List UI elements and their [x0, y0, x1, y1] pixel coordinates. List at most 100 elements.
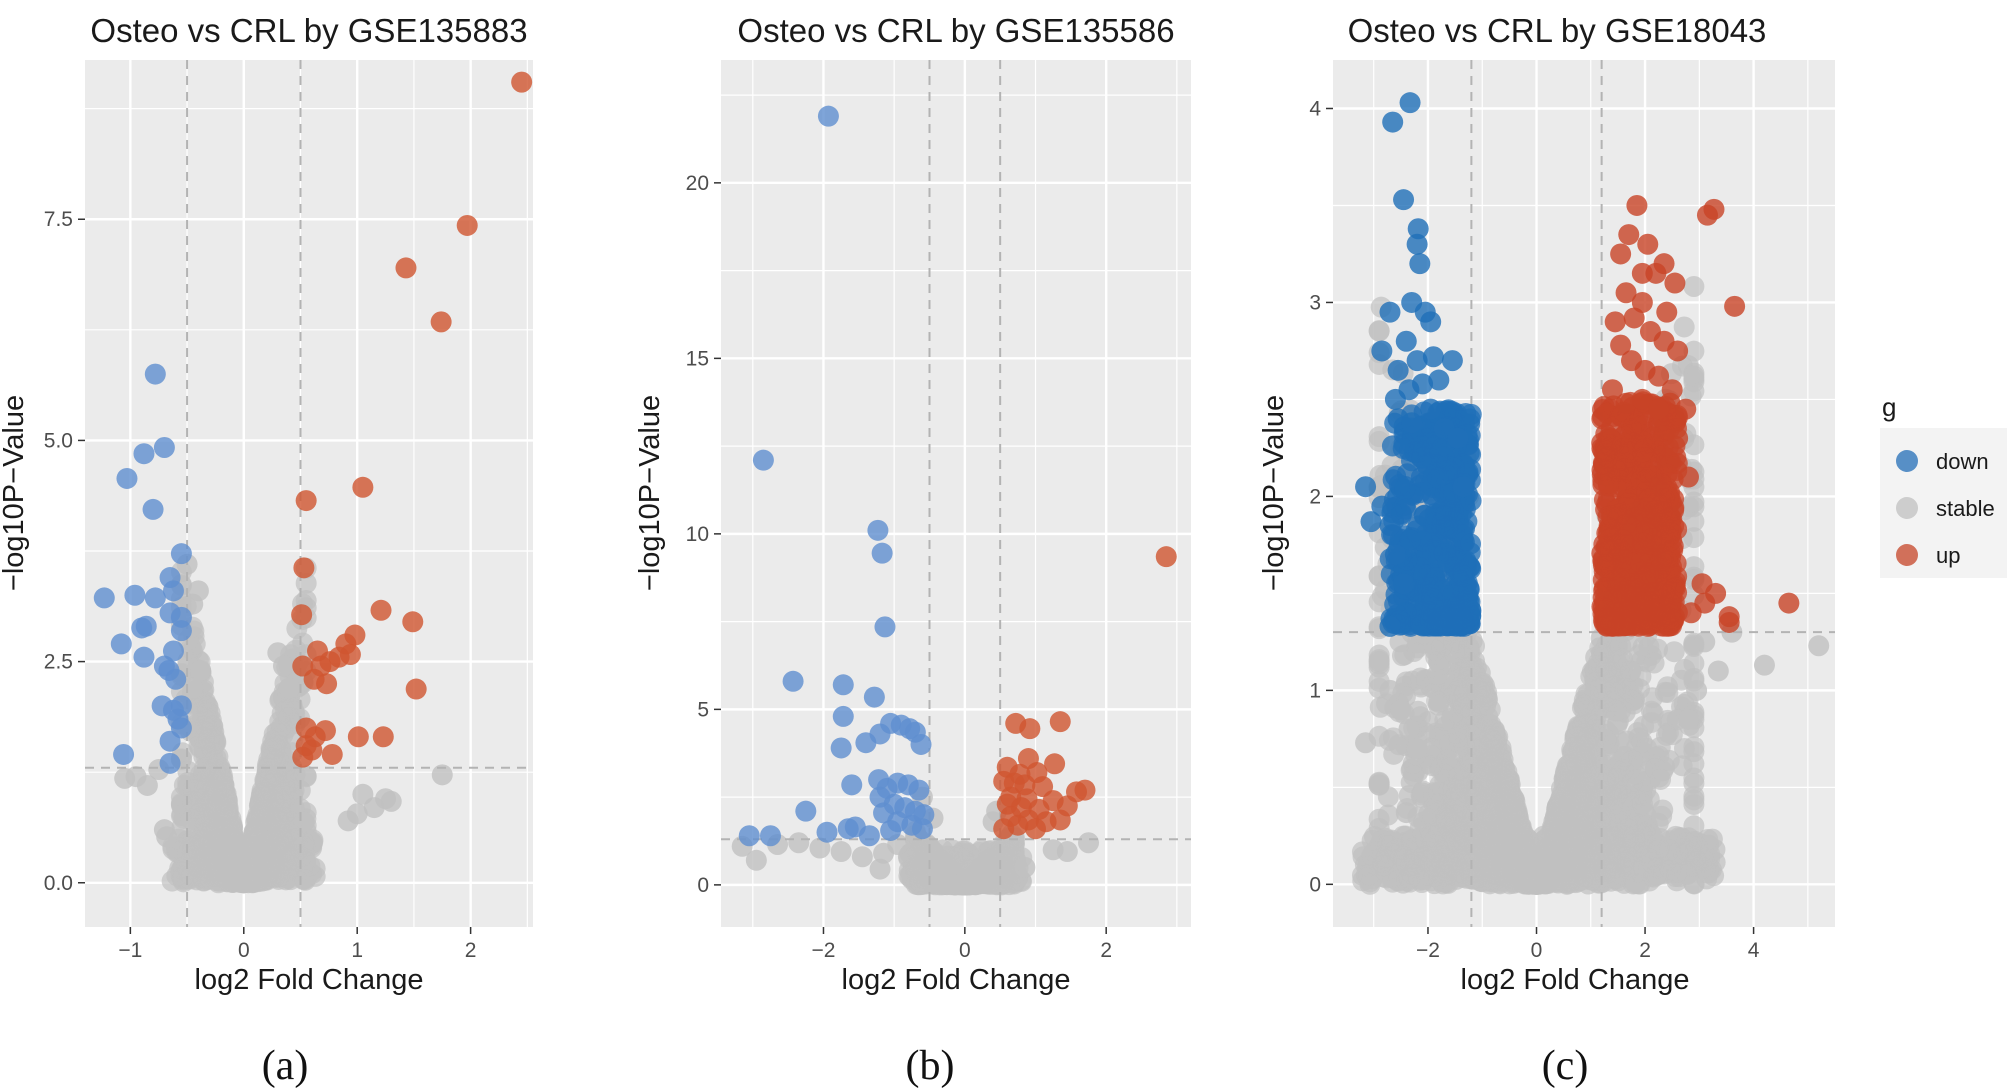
stable-point: [227, 843, 249, 865]
up-point: [993, 818, 1015, 840]
stable-point: [182, 677, 204, 699]
down-point: [738, 825, 760, 847]
y-tick-label: 0.0: [44, 872, 73, 895]
stable-point: [180, 808, 202, 830]
up-point: [344, 624, 366, 646]
down-point: [858, 825, 880, 847]
down-point: [863, 686, 885, 708]
down-point: [170, 543, 192, 565]
down-point: [880, 819, 902, 841]
x-tick-label: 2: [1100, 939, 1112, 962]
panel-b-grid: [721, 60, 1191, 927]
panel-b-down-points: [738, 105, 935, 847]
stable-point: [293, 833, 315, 855]
panel-a-up-points: [291, 71, 533, 768]
stable-point: [299, 855, 321, 877]
x-tick-label: 0: [959, 939, 971, 962]
panel-a-down-points: [93, 363, 192, 774]
panel-b-background: [721, 60, 1191, 927]
stable-point: [941, 839, 963, 861]
stable-point: [1683, 276, 1705, 298]
down-point: [908, 779, 930, 801]
panel-a-xlabel: log2 Fold Change: [195, 964, 424, 996]
panel-b-caption: (b): [906, 1043, 955, 1089]
stable-point: [1014, 856, 1036, 878]
stable-point: [272, 655, 294, 677]
up-point: [1019, 718, 1041, 740]
up-point: [405, 678, 427, 700]
down-point: [159, 752, 181, 774]
down-point: [874, 616, 896, 638]
stable-point: [965, 870, 987, 892]
up-point: [1025, 818, 1047, 840]
down-point: [162, 640, 184, 662]
down-point: [142, 498, 164, 520]
stable-point: [1673, 316, 1695, 338]
up-point: [1155, 546, 1177, 568]
down-point: [165, 668, 187, 690]
y-tick-label: 5.0: [44, 429, 73, 452]
stable-point: [1402, 765, 1424, 787]
x-tick-label: 0: [238, 939, 250, 962]
down-point: [144, 363, 166, 385]
stable-point: [241, 857, 263, 879]
down-point: [752, 449, 774, 471]
stable-point: [250, 789, 272, 811]
down-point: [782, 670, 804, 692]
up-point: [314, 720, 336, 742]
stable-point: [156, 826, 178, 848]
stable-point: [788, 832, 810, 854]
down-point: [832, 674, 854, 696]
y-tick-label: 5: [697, 698, 709, 721]
stable-point: [260, 737, 282, 759]
stable-point: [363, 797, 385, 819]
y-tick-label: 2.5: [44, 651, 73, 674]
stable-point: [1368, 320, 1390, 342]
panel-a: −1 0 1 20.02.55.07.5 Osteo vs CRL by GSE135…: [0, 12, 533, 1089]
down-point: [93, 587, 115, 609]
up-point: [316, 673, 338, 695]
stable-point: [209, 870, 231, 892]
down-point: [110, 633, 132, 655]
stable-point: [869, 858, 891, 880]
stable-point: [916, 863, 938, 885]
stable-point: [980, 840, 1002, 862]
x-tick-label: −2: [812, 939, 836, 962]
down-point: [795, 800, 817, 822]
stable-point: [249, 813, 271, 835]
stable-point: [197, 696, 219, 718]
y-tick-label: 0: [697, 874, 709, 897]
stable-point: [293, 811, 315, 833]
stable-point: [182, 778, 204, 800]
up-point: [321, 743, 343, 765]
y-tick-label: 7.5: [44, 208, 73, 231]
stable-point: [295, 766, 317, 788]
up-point: [511, 71, 533, 93]
stable-point: [245, 831, 267, 853]
y-tick-label: 20: [686, 172, 709, 195]
down-point: [153, 436, 175, 458]
stable-point: [745, 849, 767, 871]
down-point: [133, 443, 155, 465]
stable-point: [188, 735, 210, 757]
down-point: [832, 705, 854, 727]
stable-point: [1428, 691, 1450, 713]
down-point: [131, 617, 153, 639]
stable-point: [182, 838, 204, 860]
down-point: [841, 774, 863, 796]
down-point: [871, 542, 893, 564]
stable-point: [271, 754, 293, 776]
up-point: [372, 726, 394, 748]
up-point: [339, 644, 361, 666]
stable-point: [1056, 841, 1078, 863]
down-point: [911, 818, 933, 840]
down-point: [830, 737, 852, 759]
x-tick-label: −1: [118, 939, 142, 962]
up-point: [291, 604, 313, 626]
stable-point: [278, 677, 300, 699]
panel-b-ylabel: −log10P−Value: [634, 395, 666, 591]
y-tick-label: 10: [686, 523, 709, 546]
